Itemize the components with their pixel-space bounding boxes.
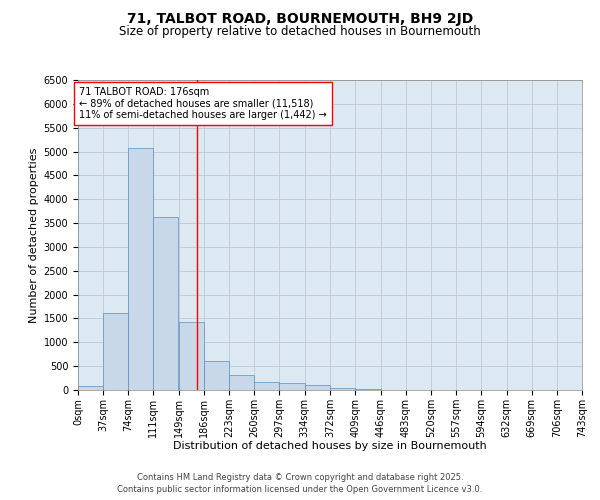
Bar [153,218,178,390]
Text: 71, TALBOT ROAD, BOURNEMOUTH, BH9 2JD: 71, TALBOT ROAD, BOURNEMOUTH, BH9 2JD [127,12,473,26]
Text: Size of property relative to detached houses in Bournemouth: Size of property relative to detached ho… [119,25,481,38]
Text: 71 TALBOT ROAD: 176sqm
← 89% of detached houses are smaller (11,518)
11% of semi: 71 TALBOT ROAD: 176sqm ← 89% of detached… [79,87,327,120]
Bar [128,148,153,390]
Text: Contains public sector information licensed under the Open Government Licence v3: Contains public sector information licen… [118,485,482,494]
Bar [254,382,280,390]
Y-axis label: Number of detached properties: Number of detached properties [29,148,40,322]
Bar [305,386,329,390]
Text: Contains HM Land Registry data © Crown copyright and database right 2025.: Contains HM Land Registry data © Crown c… [137,472,463,482]
Bar [229,375,254,390]
Bar [331,388,355,390]
Bar [103,312,128,390]
Bar [280,384,305,390]
Bar [204,362,229,390]
Bar [355,388,380,390]
X-axis label: Distribution of detached houses by size in Bournemouth: Distribution of detached houses by size … [173,442,487,452]
Bar [78,386,103,390]
Bar [179,322,204,390]
